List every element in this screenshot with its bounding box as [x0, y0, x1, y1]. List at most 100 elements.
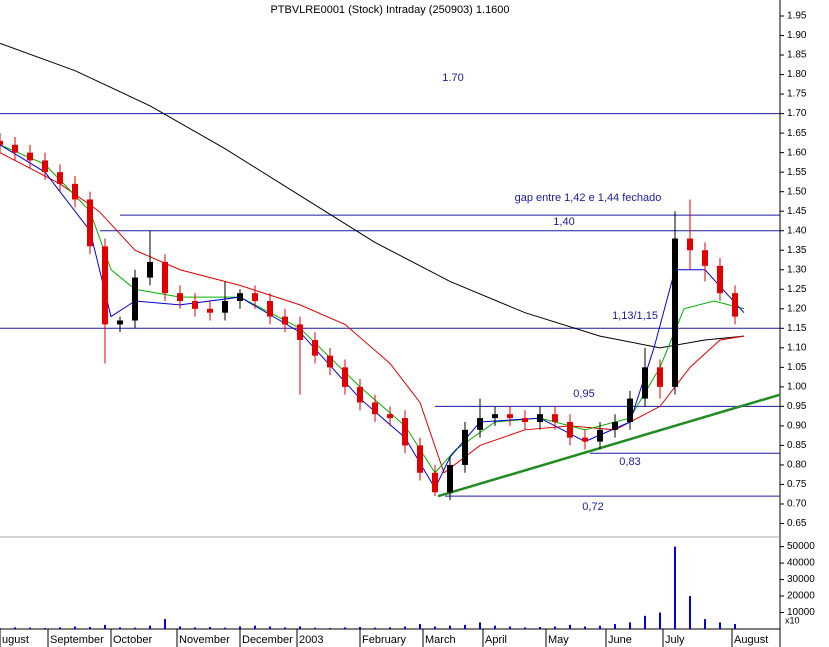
- volume-bar: [74, 626, 76, 629]
- candle-body: [462, 429, 468, 465]
- candle-body: [702, 250, 708, 266]
- level-label: 1,13/1,15: [612, 310, 658, 322]
- volume-tick-label: 20000: [787, 591, 815, 602]
- x-tick-label: July: [665, 634, 685, 646]
- moving-average: [0, 152, 745, 474]
- chart-title: PTBVLRE0001 (Stock) Intraday (250903) 1.…: [270, 4, 509, 16]
- candle-body: [27, 152, 33, 161]
- level-label: 0,95: [573, 388, 594, 400]
- y-tick-label: 1.85: [787, 50, 807, 61]
- x-tick-label: November: [179, 634, 230, 646]
- level-label: gap entre 1,42 e 1,44 fechado: [515, 192, 662, 204]
- volume-bar: [44, 628, 46, 629]
- volume-bar: [674, 546, 676, 629]
- y-tick-label: 1.35: [787, 245, 807, 256]
- volume-bar: [509, 626, 511, 629]
- moving-average: [0, 42, 745, 349]
- volume-bar: [419, 624, 421, 629]
- volume-bar: [404, 626, 406, 629]
- candle-body: [402, 418, 408, 446]
- candle-body: [267, 300, 273, 317]
- volume-bar: [734, 624, 736, 629]
- y-tick-label: 0.70: [787, 499, 807, 510]
- volume-bar: [164, 619, 166, 629]
- volume-tick-label: 30000: [787, 574, 815, 585]
- candle-body: [192, 300, 198, 309]
- volume-bar: [254, 625, 256, 629]
- y-tick-label: 0.90: [787, 421, 807, 432]
- candle-body: [627, 398, 633, 422]
- candle-body: [687, 238, 693, 251]
- candle-body: [732, 293, 738, 317]
- y-tick-label: 1.10: [787, 342, 807, 353]
- candle-body: [132, 277, 138, 321]
- x-tick-label: August: [734, 634, 768, 646]
- volume-tick-label: 50000: [787, 541, 815, 552]
- volume-bar: [344, 627, 346, 629]
- y-tick-label: 1.40: [787, 225, 807, 236]
- candle-body: [432, 472, 438, 493]
- volume-bar: [449, 625, 451, 629]
- volume-bar: [374, 627, 376, 629]
- volume-bar: [614, 624, 616, 629]
- candle-body: [492, 414, 498, 419]
- y-tick-label: 1.75: [787, 89, 807, 100]
- volume-bar: [284, 627, 286, 629]
- volume-bar: [464, 624, 466, 629]
- level-label: 1.70: [442, 72, 463, 84]
- x-tick-label: May: [548, 634, 569, 646]
- volume-bar: [689, 596, 691, 629]
- y-tick-label: 0.65: [787, 518, 807, 529]
- volume-bar: [194, 627, 196, 629]
- candle-body: [297, 324, 303, 341]
- candle-body: [597, 429, 603, 442]
- volume-bar: [149, 625, 151, 629]
- volume-tick-label: 40000: [787, 558, 815, 569]
- y-tick-label: 0.85: [787, 440, 807, 451]
- y-tick-label: 1.65: [787, 128, 807, 139]
- y-tick-label: 1.70: [787, 108, 807, 119]
- candle-body: [207, 308, 213, 313]
- x-tick-label: December: [242, 634, 293, 646]
- y-tick-label: 0.95: [787, 401, 807, 412]
- candle-body: [567, 422, 573, 438]
- candle-body: [147, 261, 153, 278]
- candle-body: [312, 340, 318, 356]
- candle-body: [222, 300, 228, 313]
- x-tick-label: ugust: [2, 634, 29, 646]
- x-tick-label: June: [608, 634, 632, 646]
- candle-body: [87, 199, 93, 247]
- volume-bar: [599, 625, 601, 629]
- volume-bar: [314, 627, 316, 629]
- volume-unit: x10: [785, 615, 800, 625]
- volume-bar: [134, 627, 136, 629]
- volume-bar: [479, 622, 481, 629]
- y-tick-label: 1.00: [787, 382, 807, 393]
- volume-bar: [29, 627, 31, 629]
- volume-bar: [524, 627, 526, 629]
- candle-body: [102, 246, 108, 325]
- volume-bar: [59, 627, 61, 629]
- x-tick-label: September: [50, 634, 104, 646]
- y-tick-label: 1.90: [787, 30, 807, 41]
- volume-bar: [659, 612, 661, 629]
- candle-body: [507, 414, 513, 419]
- volume-bar: [434, 626, 436, 629]
- candle-body: [162, 261, 168, 294]
- candle-body: [42, 160, 48, 173]
- level-label: 1,40: [553, 216, 574, 228]
- volume-bar: [0, 628, 1, 629]
- x-tick-label: April: [485, 634, 507, 646]
- volume-bar: [239, 626, 241, 629]
- volume-bar: [569, 624, 571, 629]
- y-tick-label: 1.45: [787, 206, 807, 217]
- volume-bar: [104, 624, 106, 629]
- candle-body: [642, 367, 648, 399]
- candle-body: [657, 367, 663, 387]
- volume-bar: [14, 627, 16, 629]
- y-tick-label: 1.50: [787, 186, 807, 197]
- y-tick-label: 1.30: [787, 264, 807, 275]
- x-tick-label: February: [362, 634, 407, 646]
- x-tick-label: March: [425, 634, 456, 646]
